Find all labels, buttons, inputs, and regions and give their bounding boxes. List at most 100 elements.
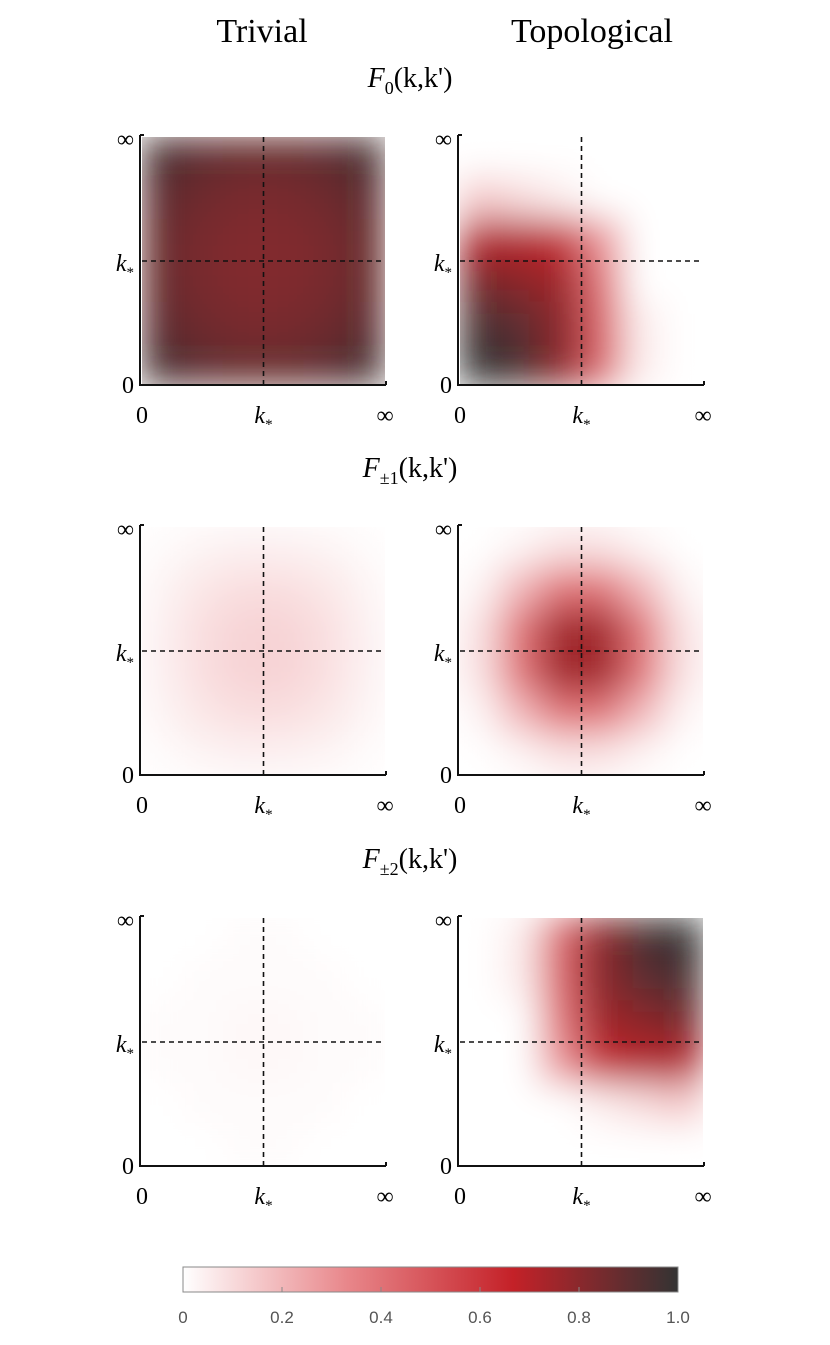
heatmap-cell xyxy=(540,567,582,611)
axis-tick-label: 0 xyxy=(136,793,148,819)
heatmap-cell xyxy=(182,691,224,735)
tick-text: 0 xyxy=(440,373,452,399)
tick-subscript: * xyxy=(583,417,591,433)
heatmap-cell xyxy=(460,137,501,179)
axis-tick-label: 0 xyxy=(440,763,452,789)
heatmap-cell xyxy=(662,343,703,385)
row-title: F±2(k,k') xyxy=(362,844,458,879)
heatmap-cell xyxy=(460,958,501,1002)
axis-tick-label: k* xyxy=(254,403,272,433)
tick-text: k xyxy=(116,251,127,277)
heatmap-cell xyxy=(182,1000,224,1043)
row-title: F0(k,k') xyxy=(367,63,453,98)
heatmap-cell xyxy=(540,609,582,652)
heatmap-cell xyxy=(460,1124,501,1166)
heatmap-cell xyxy=(540,1082,582,1126)
heatmap-cell xyxy=(460,1041,501,1084)
tick-text: 0 xyxy=(454,403,466,429)
heatmap-cell xyxy=(303,1082,345,1126)
heatmap-cells xyxy=(460,137,703,385)
tick-text: 0 xyxy=(136,403,148,429)
tick-text: k xyxy=(434,641,445,667)
heatmap-cell xyxy=(344,343,385,385)
tick-text: k xyxy=(116,1032,127,1058)
heatmap-cell xyxy=(303,609,345,652)
heatmap xyxy=(142,527,385,775)
title-args: (k,k') xyxy=(399,453,458,484)
heatmap-cell xyxy=(303,301,345,345)
tick-text: 0 xyxy=(440,763,452,789)
heatmap-cell xyxy=(222,918,264,960)
heatmap-cell xyxy=(303,1124,345,1166)
heatmap-cell xyxy=(303,650,345,693)
heatmap-cell xyxy=(182,1082,224,1126)
heatmap-cells xyxy=(142,527,385,775)
axis-tick-label: k* xyxy=(434,1032,452,1062)
heatmap-cell xyxy=(662,691,703,735)
axis-tick-label: ∞ xyxy=(694,1184,711,1210)
heatmap-cell xyxy=(540,691,582,735)
heatmap-cell xyxy=(142,301,183,345)
axis-tick-label: k* xyxy=(434,641,452,671)
colorbar-tick-label: 0.6 xyxy=(468,1308,492,1327)
axis-tick-label: k* xyxy=(572,403,590,433)
colorbar: 0 0.2 0.4 0.6 0.8 1.0 xyxy=(178,1266,690,1327)
axis-tick-label: 0 xyxy=(454,1184,466,1210)
heatmap-cell xyxy=(662,301,703,345)
heatmap-cell xyxy=(222,1000,264,1043)
axis-tick-label: ∞ xyxy=(435,127,452,153)
heatmap-cell xyxy=(500,301,542,345)
heatmap-cell xyxy=(500,1000,542,1043)
heatmap-cell xyxy=(540,343,582,385)
heatmap-cell xyxy=(500,1082,542,1126)
heatmap-cell xyxy=(344,219,385,262)
heatmap-cell xyxy=(303,691,345,735)
heatmap-cell xyxy=(540,733,582,775)
title-subscript: ±1 xyxy=(380,468,399,488)
heatmap-cell xyxy=(500,177,542,221)
heatmap-cell xyxy=(460,733,501,775)
heatmap-cell xyxy=(621,650,663,693)
colorbar-tick-label: 0 xyxy=(178,1308,187,1327)
axis-tick-label: k* xyxy=(116,251,134,281)
heatmap-cell xyxy=(540,177,582,221)
heatmap-cell xyxy=(303,958,345,1002)
colorbar-gradient xyxy=(182,1266,679,1293)
heatmap-cell xyxy=(662,567,703,611)
tick-text: ∞ xyxy=(435,127,452,153)
heatmap-cell xyxy=(142,1041,183,1084)
heatmap-cell xyxy=(344,260,385,303)
heatmap-cell xyxy=(222,691,264,735)
heatmap-cell xyxy=(344,1000,385,1043)
title-symbol: F xyxy=(362,844,381,875)
heatmap-cell xyxy=(344,691,385,735)
tick-text: 0 xyxy=(136,1184,148,1210)
heatmap-cell xyxy=(540,219,582,262)
heatmap-cell xyxy=(142,733,183,775)
heatmap-cell xyxy=(662,958,703,1002)
heatmap-cell xyxy=(142,527,183,569)
heatmap-cell xyxy=(500,650,542,693)
heatmap-cell xyxy=(344,1041,385,1084)
heatmap-cell xyxy=(344,733,385,775)
heatmap-cell xyxy=(662,1082,703,1126)
heatmap-cell xyxy=(540,301,582,345)
heatmap-cell xyxy=(344,650,385,693)
heatmap-cells xyxy=(460,527,703,775)
heatmap-cell xyxy=(621,1082,663,1126)
heatmap-cell xyxy=(460,219,501,262)
heatmap-cell xyxy=(344,1124,385,1166)
axis-tick-label: 0 xyxy=(136,1184,148,1210)
heatmap-cell xyxy=(142,137,183,179)
axis-tick-label: 0 xyxy=(440,373,452,399)
heatmap-cell xyxy=(581,260,623,303)
heatmap-cell xyxy=(142,1082,183,1126)
heatmap-cell xyxy=(182,527,224,569)
heatmap-cell xyxy=(460,260,501,303)
tick-text: ∞ xyxy=(117,908,134,934)
heatmap-cell xyxy=(182,650,224,693)
heatmap-cell xyxy=(460,343,501,385)
title-symbol: F xyxy=(362,453,381,484)
heatmap-cell xyxy=(662,1000,703,1043)
tick-text: k xyxy=(254,403,265,429)
